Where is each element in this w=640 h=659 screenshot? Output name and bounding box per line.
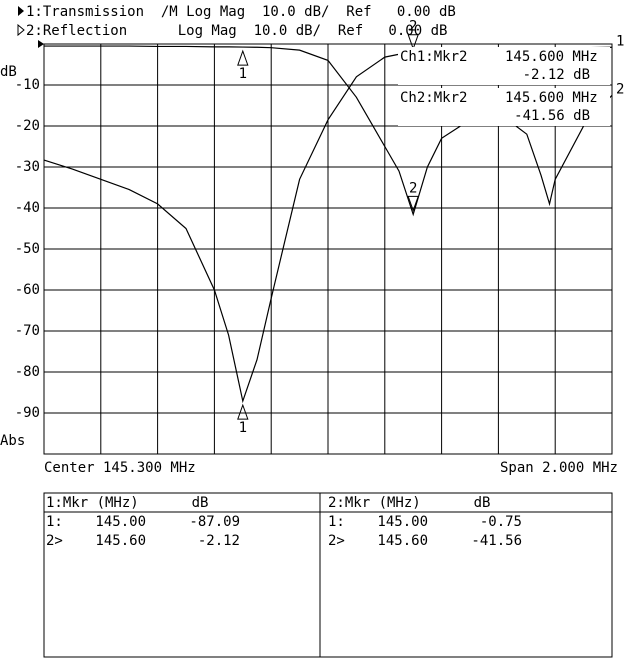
reference-marker xyxy=(38,40,44,48)
table-cell: 1: xyxy=(46,514,63,530)
table-cell: 2> xyxy=(328,533,345,549)
y-format-label: Abs xyxy=(0,433,25,449)
marker xyxy=(237,49,249,66)
table-cell: 145.60 xyxy=(95,533,146,549)
active-channel-icon xyxy=(18,6,24,16)
table-header: dB xyxy=(192,495,209,511)
trace-end-label: 1 xyxy=(616,33,624,49)
table-cell: -87.09 xyxy=(189,514,240,530)
table-cell: 2> xyxy=(46,533,63,549)
center-frequency: Center 145.300 MHz xyxy=(44,460,196,476)
marker xyxy=(407,34,419,51)
y-tick-label: -20 xyxy=(15,118,40,134)
y-tick-label: -70 xyxy=(15,323,40,339)
table-cell: 145.00 xyxy=(377,514,428,530)
readout-label: Ch2:Mkr2 xyxy=(400,90,467,106)
readout-frequency: 145.600 MHz xyxy=(505,90,598,106)
table-cell: -0.75 xyxy=(480,514,522,530)
table-cell: 145.60 xyxy=(377,533,428,549)
channel-icon xyxy=(17,23,25,37)
readout-frequency: 145.600 MHz xyxy=(505,49,598,65)
y-tick-label: -50 xyxy=(15,241,40,257)
table-header: 1:Mkr (MHz) xyxy=(46,495,139,511)
table-header: dB xyxy=(474,495,491,511)
y-tick-label: -10 xyxy=(15,77,40,93)
marker-label: 2 xyxy=(409,19,417,35)
table-cell: 145.00 xyxy=(95,514,146,530)
y-tick-label: -80 xyxy=(15,364,40,380)
y-tick-label: -30 xyxy=(15,159,40,175)
marker-table-frame xyxy=(43,492,613,658)
readout-value: -2.12 dB xyxy=(523,67,590,83)
table-header: 2:Mkr (MHz) xyxy=(328,495,421,511)
trace xyxy=(44,45,613,217)
y-tick-label: -60 xyxy=(15,282,40,298)
readout-value: -41.56 dB xyxy=(514,108,590,124)
marker-label: 2 xyxy=(409,180,417,196)
span: Span 2.000 MHz xyxy=(500,460,618,476)
y-unit-label: dB xyxy=(0,64,17,80)
readout-label: Ch1:Mkr2 xyxy=(400,49,467,65)
channel-header: 1:Transmission /M Log Mag 10.0 dB/ Ref 0… xyxy=(26,4,456,20)
readout-bg xyxy=(398,47,610,85)
marker-label: 1 xyxy=(239,420,247,436)
marker xyxy=(407,195,419,212)
y-tick-label: -90 xyxy=(15,405,40,421)
marker xyxy=(237,403,249,420)
readout-bg xyxy=(398,88,610,126)
table-cell: -41.56 xyxy=(471,533,522,549)
channel-header: 2:Reflection Log Mag 10.0 dB/ Ref 0.00 d… xyxy=(26,23,447,39)
trace-end-label: 2 xyxy=(616,81,624,97)
marker-label: 1 xyxy=(239,66,247,82)
table-cell: 1: xyxy=(328,514,345,530)
table-cell: -2.12 xyxy=(198,533,240,549)
y-tick-label: -40 xyxy=(15,200,40,216)
